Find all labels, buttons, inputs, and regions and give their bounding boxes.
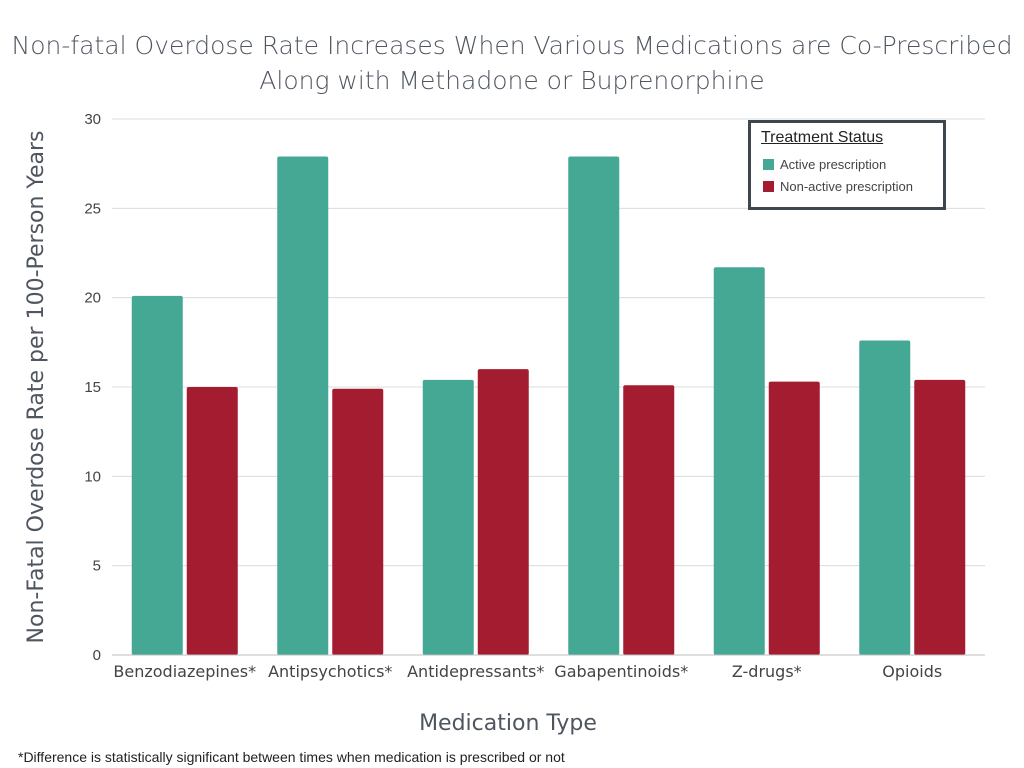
x-tick-label: Antidepressants* [407, 662, 544, 681]
x-axis-label: Medication Type [419, 711, 597, 736]
y-tick-label: 15 [84, 379, 101, 396]
bar-non-active [186, 387, 238, 655]
y-tick-labels: 0 5 10 15 20 25 30 [84, 111, 101, 664]
x-tick-labels: Benzodiazepines* Antipsychotics* Antidepre… [113, 662, 942, 681]
legend-label-active: Active prescription [780, 157, 887, 172]
footnote: *Difference is statistically significant… [18, 749, 565, 765]
legend-label-non-active: Non-active prescription [780, 179, 913, 194]
bar-non-active [623, 385, 675, 655]
x-tick-label: Z-drugs* [732, 662, 802, 681]
bar-active [859, 340, 911, 655]
legend-item-non-active: Non-active prescription [763, 179, 913, 194]
x-tick-label: Gabapentinoids* [554, 662, 688, 681]
bar-active [713, 267, 765, 655]
legend-item-active: Active prescription [763, 157, 886, 172]
bar-active [422, 379, 474, 655]
x-tick-label: Antipsychotics* [268, 662, 392, 681]
legend: Treatment Status Active prescription Non… [748, 120, 946, 210]
gridlines [112, 118, 985, 567]
bar-active [277, 156, 329, 655]
y-tick-label: 25 [84, 200, 101, 217]
x-tick-label: Benzodiazepines* [113, 662, 256, 681]
y-tick-label: 20 [84, 290, 101, 307]
bar-active [568, 156, 620, 655]
bar-non-active [914, 379, 966, 655]
bar-non-active [332, 388, 384, 655]
legend-swatch-non-active [763, 181, 774, 192]
y-tick-label: 30 [84, 111, 101, 128]
bar-active [131, 295, 183, 655]
x-tick-label: Opioids [882, 662, 942, 681]
chart-title: Non-fatal Overdose Rate Increases When V… [11, 31, 1013, 95]
y-tick-label: 0 [93, 647, 101, 664]
legend-swatch-active [763, 159, 774, 170]
bar-non-active [768, 381, 820, 655]
y-tick-label: 5 [93, 558, 101, 575]
bar-non-active [477, 369, 529, 655]
bars [131, 156, 966, 655]
y-tick-label: 10 [84, 468, 101, 485]
y-axis-label: Non-Fatal Overdose Rate per 100-Person Y… [24, 131, 49, 644]
legend-title: Treatment Status [761, 129, 884, 146]
